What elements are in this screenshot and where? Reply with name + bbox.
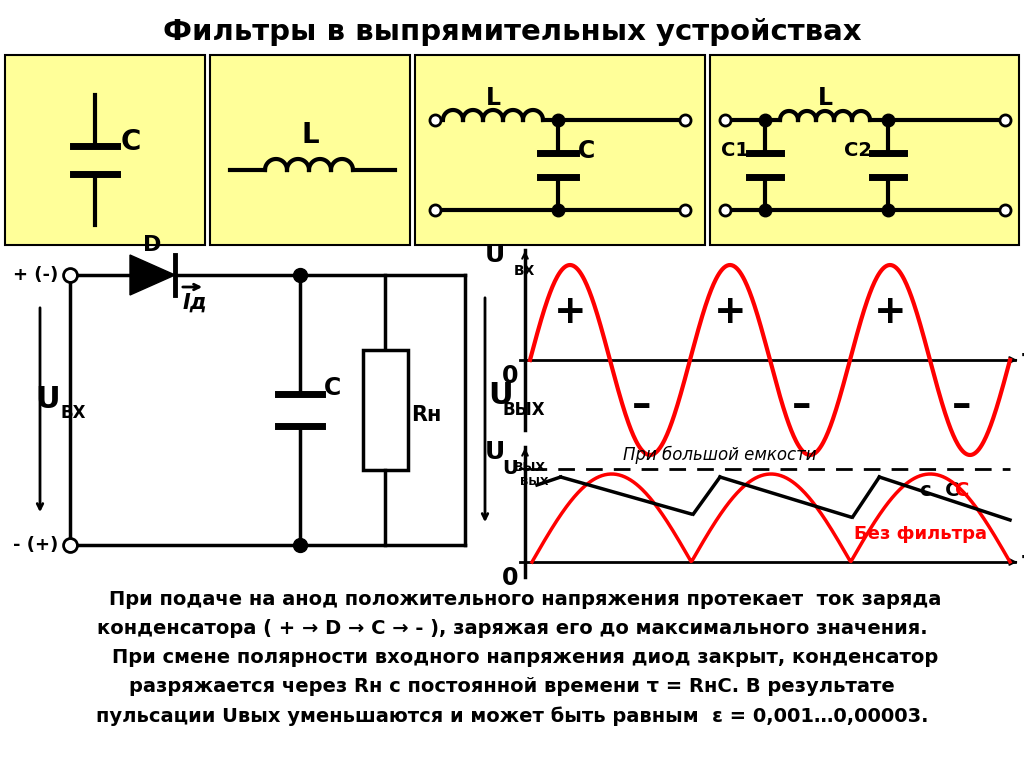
Text: + (-): + (-)	[12, 266, 58, 284]
Bar	[5, 55, 205, 245]
Text: ВХ: ВХ	[60, 404, 85, 422]
Text: При подаче на анод положительного напряжения протекает  ток заряда: При подаче на анод положительного напряж…	[82, 590, 942, 609]
Text: Iд: Iд	[182, 293, 207, 313]
Text: Фильтры в выпрямительных устройствах: Фильтры в выпрямительных устройствах	[163, 18, 861, 46]
Text: –: –	[632, 386, 651, 424]
Text: C: C	[121, 128, 141, 156]
Text: C: C	[578, 139, 595, 163]
Polygon shape	[130, 255, 175, 295]
Text: –: –	[952, 386, 972, 424]
Text: 0: 0	[502, 566, 518, 590]
Text: с  C: с C	[921, 482, 959, 501]
Text: L: L	[485, 86, 501, 110]
Text: C1: C1	[721, 141, 749, 160]
Text: L: L	[817, 86, 833, 110]
Text: 0: 0	[502, 364, 518, 388]
Text: D: D	[143, 235, 162, 255]
Text: t: t	[1022, 550, 1024, 574]
Text: При большой емкости: При большой емкости	[624, 446, 817, 464]
Text: C: C	[955, 482, 970, 501]
Text: C2: C2	[844, 141, 872, 160]
Text: пульсации Uвых уменьшаются и может быть равным  ε = 0,001…0,00003.: пульсации Uвых уменьшаются и может быть …	[96, 706, 928, 726]
Text: +: +	[873, 293, 906, 331]
Text: C: C	[324, 376, 341, 400]
Bar	[362, 350, 408, 470]
Text: При смене полярности входного напряжения диод закрыт, конденсатор: При смене полярности входного напряжения…	[85, 648, 939, 667]
Text: U: U	[36, 386, 60, 414]
Text: –: –	[793, 386, 812, 424]
Text: U: U	[488, 380, 513, 410]
Text: L: L	[301, 121, 318, 149]
Text: ВЫХ: ВЫХ	[503, 401, 546, 419]
Text: Rн: Rн	[411, 405, 441, 425]
Text: ВХ: ВХ	[514, 264, 536, 278]
Text: U: U	[502, 459, 518, 479]
Text: конденсатора ( + → D → C → - ), заряжая его до максимального значения.: конденсатора ( + → D → C → - ), заряжая …	[96, 619, 928, 638]
Text: t: t	[1022, 348, 1024, 372]
Text: +: +	[714, 293, 746, 331]
Text: - (+): - (+)	[12, 536, 58, 554]
Text: U: U	[484, 243, 505, 267]
Text: ВЫХ: ВЫХ	[520, 477, 549, 487]
Text: ВЫХ: ВЫХ	[514, 461, 546, 474]
Bar	[210, 55, 410, 245]
Text: +: +	[554, 293, 587, 331]
Text: Без фильтра: Без фильтра	[853, 525, 986, 543]
Bar	[710, 55, 1019, 245]
Bar	[415, 55, 705, 245]
Text: U: U	[484, 440, 505, 464]
Text: разряжается через Rн с постоянной времени τ = RнС. В результате: разряжается через Rн с постоянной времен…	[129, 677, 895, 696]
